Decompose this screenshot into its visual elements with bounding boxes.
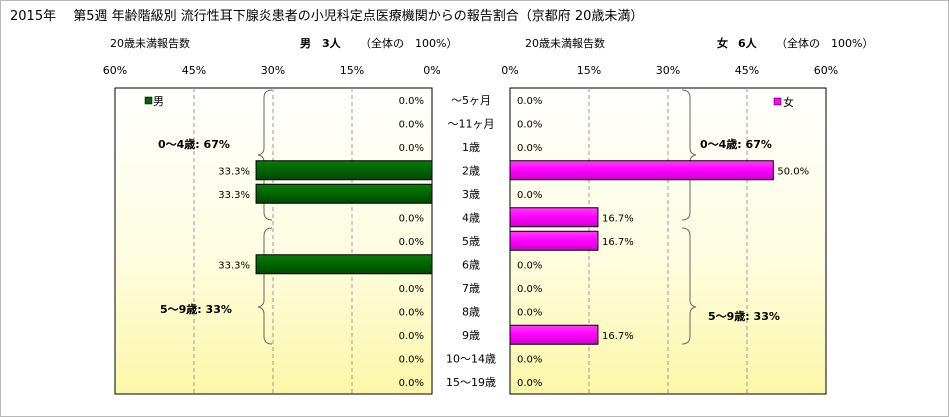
- female-value-label: 0.0%: [517, 96, 542, 107]
- male-value-label: 0.0%: [399, 143, 424, 154]
- female-axis-ticks: 0% 15% 30% 45% 60%: [501, 64, 838, 77]
- male-legend-swatch: [144, 96, 153, 105]
- female-brace-0-4: [681, 89, 697, 221]
- male-value-label: 33.3%: [218, 166, 250, 177]
- female-annotation-5-9: 5～9歳: 33%: [708, 309, 780, 323]
- male-braces: [257, 89, 273, 345]
- male-bar: [255, 183, 433, 204]
- male-value-label: 0.0%: [399, 354, 424, 365]
- female-bar: [509, 207, 599, 228]
- male-value-label: 0.0%: [399, 284, 424, 295]
- female-value-label: 16.7%: [602, 237, 634, 248]
- male-value-label: 0.0%: [399, 237, 424, 248]
- male-tick-label: 45%: [182, 64, 206, 77]
- category-label: 10～14歳: [446, 352, 496, 365]
- female-tick-label: 30%: [656, 64, 680, 77]
- male-header-sex: 男: [300, 37, 311, 50]
- male-value-label: 0.0%: [399, 307, 424, 318]
- female-header-sex: 女: [717, 37, 728, 50]
- category-label: ～5ヶ月: [451, 94, 491, 107]
- female-value-label: 0.0%: [517, 284, 542, 295]
- female-braces: [681, 89, 697, 345]
- category-label: 9歳: [462, 329, 480, 342]
- female-tick-label: 0%: [501, 64, 518, 77]
- category-labels: ～5ヶ月 ～11ヶ月 1歳 2歳 3歳 4歳 5歳 6歳 7歳 8歳 9歳 10～14歳 15～19歳: [446, 94, 496, 389]
- male-value-label: 0.0%: [399, 331, 424, 342]
- female-tick-label: 15%: [577, 64, 601, 77]
- male-value-label: 0.0%: [399, 378, 424, 389]
- female-header-label: 20歳未満報告数: [525, 37, 605, 50]
- female-value-label: 16.7%: [602, 331, 634, 342]
- male-legend: 男: [144, 95, 164, 108]
- male-axis-ticks: 60% 45% 30% 15% 0%: [103, 64, 441, 77]
- male-bar: [255, 254, 433, 275]
- female-value-label: 0.0%: [517, 119, 542, 130]
- category-label: 15～19歳: [446, 376, 496, 389]
- female-bars: [509, 160, 774, 345]
- female-value-label: 0.0%: [517, 378, 542, 389]
- category-label: 7歳: [462, 282, 480, 295]
- female-tick-label: 45%: [735, 64, 759, 77]
- male-tick-label: 0%: [423, 64, 440, 77]
- male-tick-label: 30%: [261, 64, 285, 77]
- male-annotation-0-4: 0～4歳: 67%: [158, 137, 230, 151]
- female-brace-5-9: [681, 227, 697, 345]
- male-gridlines: [193, 88, 353, 394]
- female-bar: [509, 160, 774, 181]
- male-bar: [255, 160, 433, 181]
- male-value-label: 0.0%: [399, 119, 424, 130]
- male-value-label: 0.0%: [399, 213, 424, 224]
- female-value-label: 0.0%: [517, 190, 542, 201]
- female-value-label: 0.0%: [517, 307, 542, 318]
- male-header-label: 20歳未満報告数: [110, 37, 190, 50]
- female-legend-swatch: [773, 97, 782, 106]
- male-value-label: 0.0%: [399, 96, 424, 107]
- chart-title: 2015年 第5週 年齢階級別 流行性耳下腺炎患者の小児科定点医療機関からの報告…: [10, 9, 644, 24]
- male-brace-0-4: [257, 89, 273, 221]
- male-bars: [255, 160, 433, 275]
- male-header-total: （全体の 100%）: [360, 37, 458, 50]
- female-value-label: 0.0%: [517, 260, 542, 271]
- male-brace-5-9: [257, 227, 273, 345]
- female-value-label: 0.0%: [517, 354, 542, 365]
- male-tick-label: 60%: [103, 64, 127, 77]
- female-bar: [509, 230, 599, 251]
- category-label: 4歳: [462, 211, 480, 224]
- female-annotation-0-4: 0～4歳: 67%: [700, 137, 772, 151]
- male-annotation-5-9: 5～9歳: 33%: [160, 302, 232, 316]
- male-header-count: 3人: [322, 37, 341, 50]
- male-value-label: 33.3%: [218, 260, 250, 271]
- female-tick-label: 60%: [814, 64, 838, 77]
- female-legend-label: 女: [783, 95, 794, 109]
- category-label: 8歳: [462, 305, 480, 318]
- category-label: 5歳: [462, 235, 480, 248]
- category-label: 2歳: [462, 164, 480, 177]
- female-header-total: （全体の 100%）: [776, 37, 874, 50]
- male-tick-label: 15%: [340, 64, 364, 77]
- female-value-label: 16.7%: [602, 213, 634, 224]
- female-legend: 女: [773, 95, 794, 109]
- category-label: 3歳: [462, 188, 480, 201]
- female-value-label: 50.0%: [777, 166, 809, 177]
- female-value-labels: 0.0% 0.0% 0.0% 50.0% 0.0% 16.7% 16.7% 0.0% 0.0% 0…: [517, 96, 809, 389]
- female-value-label: 0.0%: [517, 143, 542, 154]
- category-label: ～11ヶ月: [448, 117, 495, 130]
- female-header-count: 6人: [738, 37, 757, 50]
- male-value-label: 33.3%: [218, 190, 250, 201]
- female-bar: [509, 324, 599, 345]
- category-label: 6歳: [462, 258, 480, 271]
- category-label: 1歳: [462, 141, 480, 154]
- male-legend-label: 男: [153, 95, 164, 108]
- male-value-labels: 0.0% 0.0% 0.0% 33.3% 33.3% 0.0% 0.0% 33.3% 0.0% 0…: [218, 96, 424, 389]
